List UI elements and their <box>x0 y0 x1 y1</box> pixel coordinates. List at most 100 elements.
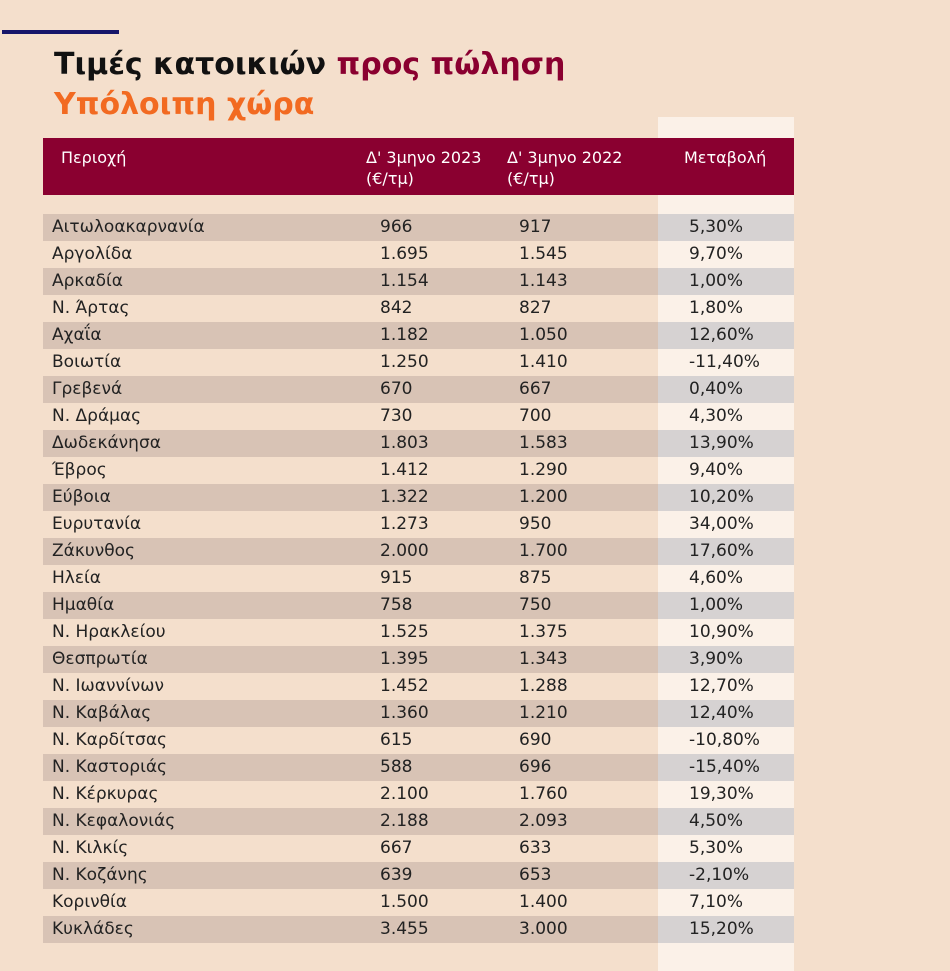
cell-region: Ν. Κιλκίς <box>52 838 129 858</box>
table-body: Αιτωλοακαρνανία 966 917 5,30% Αργολίδα 1.695 1… <box>43 214 794 943</box>
table-row: Κυκλάδες 3.455 3.000 15,20% <box>43 916 794 943</box>
cell-change: -15,40% <box>658 754 794 781</box>
cell-q4-2022: 700 <box>519 406 552 426</box>
cell-q4-2023: 2.000 <box>380 541 429 561</box>
cell-q4-2022: 1.400 <box>519 892 568 912</box>
cell-change: 10,20% <box>658 484 794 511</box>
cell-region: Δωδεκάνησα <box>52 433 161 453</box>
cell-q4-2022: 917 <box>519 217 552 237</box>
cell-change: 13,90% <box>658 430 794 457</box>
cell-q4-2022: 1.343 <box>519 649 568 669</box>
cell-q4-2023: 1.452 <box>380 676 429 696</box>
table-row: Αργολίδα 1.695 1.545 9,70% <box>43 241 794 268</box>
cell-change: 1,00% <box>658 592 794 619</box>
cell-q4-2023: 3.455 <box>380 919 429 939</box>
cell-region: Ζάκυνθος <box>52 541 135 561</box>
cell-q4-2023: 639 <box>380 865 413 885</box>
cell-region: Ν. Δράμας <box>52 406 142 426</box>
table-row: Αιτωλοακαρνανία 966 917 5,30% <box>43 214 794 241</box>
cell-change: -11,40% <box>689 352 760 372</box>
table-row: Ν. Καστοριάς 588 696 -15,40% <box>43 754 794 781</box>
cell-q4-2023: 1.803 <box>380 433 429 453</box>
cell-change: -10,80% <box>689 730 760 750</box>
cell-q4-2022: 1.290 <box>519 460 568 480</box>
cell-region: Ν. Καβάλας <box>52 703 152 723</box>
cell-region: Γρεβενά <box>52 379 123 399</box>
cell-region: Αργολίδα <box>52 244 133 264</box>
cell-q4-2022: 1.050 <box>519 325 568 345</box>
table-row: Αρκαδία 1.154 1.143 1,00% <box>43 268 794 295</box>
title-emphasis: προς πώληση <box>336 47 566 82</box>
cell-q4-2023: 1.500 <box>380 892 429 912</box>
cell-region: Ν. Ιωαννίνων <box>52 676 164 696</box>
cell-region: Κορινθία <box>52 892 127 912</box>
cell-q4-2023: 588 <box>380 757 413 777</box>
cell-q4-2023: 915 <box>380 568 413 588</box>
cell-q4-2022: 1.583 <box>519 433 568 453</box>
header-q4-2023: Δ' 3μηνο 2023 (€/τμ) <box>366 148 482 188</box>
cell-change: 12,40% <box>658 700 794 727</box>
cell-q4-2023: 615 <box>380 730 413 750</box>
cell-change: 12,70% <box>689 676 754 696</box>
cell-q4-2023: 670 <box>380 379 413 399</box>
cell-q4-2022: 875 <box>519 568 552 588</box>
cell-change: 12,60% <box>658 322 794 349</box>
table-row: Ν. Κέρκυρας 2.100 1.760 19,30% <box>43 781 794 808</box>
cell-region: Ν. Κέρκυρας <box>52 784 159 804</box>
cell-q4-2023: 2.188 <box>380 811 429 831</box>
table-row: Ν. Άρτας 842 827 1,80% <box>43 295 794 322</box>
cell-change: 10,90% <box>689 622 754 642</box>
cell-change: 4,60% <box>689 568 744 588</box>
table-row: Εύβοια 1.322 1.200 10,20% <box>43 484 794 511</box>
table-row: Ηλεία 915 875 4,60% <box>43 565 794 592</box>
header-q4-2022: Δ' 3μηνο 2022 (€/τμ) <box>507 148 623 188</box>
cell-change: 19,30% <box>689 784 754 804</box>
cell-change: 9,40% <box>689 460 744 480</box>
cell-q4-2022: 690 <box>519 730 552 750</box>
cell-q4-2022: 1.143 <box>519 271 568 291</box>
cell-change: 4,50% <box>658 808 794 835</box>
cell-region: Θεσπρωτία <box>52 649 148 669</box>
cell-region: Βοιωτία <box>52 352 122 372</box>
cell-q4-2023: 730 <box>380 406 413 426</box>
cell-region: Ημαθία <box>52 595 115 615</box>
cell-change: 7,10% <box>689 892 744 912</box>
cell-region: Ν. Κοζάνης <box>52 865 148 885</box>
cell-q4-2023: 1.273 <box>380 514 429 534</box>
cell-q4-2023: 758 <box>380 595 413 615</box>
cell-change: 1,00% <box>658 268 794 295</box>
cell-change: 4,30% <box>689 406 744 426</box>
cell-change: 5,30% <box>689 838 744 858</box>
cell-q4-2022: 827 <box>519 298 552 318</box>
cell-region: Ν. Καρδίτσας <box>52 730 168 750</box>
cell-q4-2023: 1.360 <box>380 703 429 723</box>
cell-change: 17,60% <box>658 538 794 565</box>
cell-region: Κυκλάδες <box>52 919 134 939</box>
cell-q4-2023: 2.100 <box>380 784 429 804</box>
cell-q4-2023: 1.250 <box>380 352 429 372</box>
cell-q4-2022: 750 <box>519 595 552 615</box>
table-row: Κορινθία 1.500 1.400 7,10% <box>43 889 794 916</box>
cell-region: Αχαΐα <box>52 325 102 345</box>
cell-q4-2022: 1.288 <box>519 676 568 696</box>
table-row: Ν. Δράμας 730 700 4,30% <box>43 403 794 430</box>
table-row: Ν. Καρδίτσας 615 690 -10,80% <box>43 727 794 754</box>
cell-q4-2022: 1.700 <box>519 541 568 561</box>
table-header: Περιοχή Δ' 3μηνο 2023 (€/τμ) Δ' 3μηνο 202… <box>43 138 794 195</box>
table-row: Ν. Κιλκίς 667 633 5,30% <box>43 835 794 862</box>
cell-q4-2022: 3.000 <box>519 919 568 939</box>
cell-region: Ν. Ηρακλείου <box>52 622 166 642</box>
cell-region: Ν. Κεφαλονιάς <box>52 811 176 831</box>
cell-q4-2023: 842 <box>380 298 413 318</box>
cell-q4-2022: 633 <box>519 838 552 858</box>
table-row: Ν. Κοζάνης 639 653 -2,10% <box>43 862 794 889</box>
accent-line <box>2 30 119 34</box>
cell-q4-2022: 696 <box>519 757 552 777</box>
chart-title: Τιμές κατοικιών προς πώληση Υπόλοιπη χώρ… <box>54 45 565 125</box>
cell-region: Εύβοια <box>52 487 111 507</box>
cell-q4-2022: 1.200 <box>519 487 568 507</box>
cell-change: -2,10% <box>658 862 794 889</box>
cell-q4-2022: 950 <box>519 514 552 534</box>
cell-q4-2023: 1.412 <box>380 460 429 480</box>
cell-q4-2023: 1.322 <box>380 487 429 507</box>
